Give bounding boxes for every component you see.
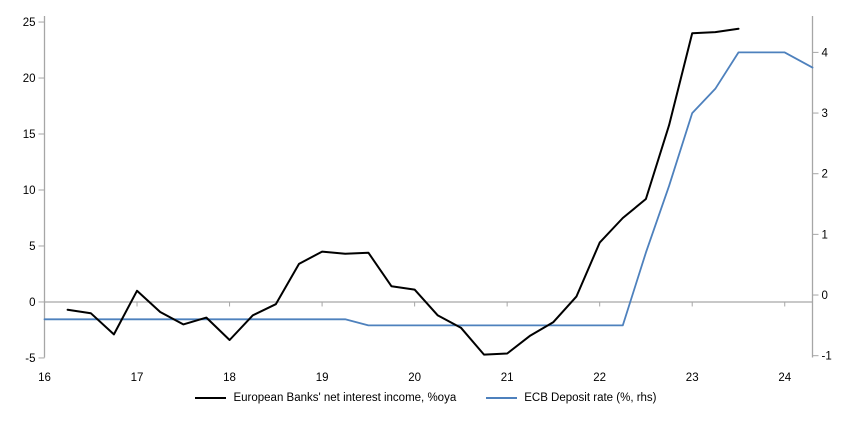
right-axis-tick-label: 0 bbox=[822, 290, 828, 302]
legend-item-ecb-deposit-rate: ECB Deposit rate (%, rhs) bbox=[486, 392, 657, 404]
right-axis-tick-label: 4 bbox=[822, 47, 829, 59]
x-tick-label: 16 bbox=[38, 372, 51, 384]
x-tick-label: 20 bbox=[408, 372, 421, 384]
right-axis-tick-label: 3 bbox=[822, 108, 828, 120]
right-axis-tick-label: 2 bbox=[822, 169, 828, 181]
right-axis-tick-label: -1 bbox=[822, 351, 832, 363]
left-axis-tick-label: 0 bbox=[29, 297, 35, 309]
legend-item-net-interest-income: European Banks' net interest income, %oy… bbox=[195, 392, 456, 404]
x-tick-label: 23 bbox=[686, 372, 699, 384]
legend-label-net-interest-income: European Banks' net interest income, %oy… bbox=[233, 392, 457, 404]
chart-legend: European Banks' net interest income, %oy… bbox=[0, 392, 852, 404]
legend-line-sample-black bbox=[195, 397, 227, 399]
left-axis-tick-label: 5 bbox=[29, 241, 35, 253]
left-axis-tick-label: -5 bbox=[25, 353, 35, 365]
left-axis-tick-label: 20 bbox=[23, 73, 36, 85]
x-tick-label: 18 bbox=[223, 372, 236, 384]
x-tick-label: 17 bbox=[131, 372, 144, 384]
x-tick-label: 21 bbox=[501, 372, 514, 384]
legend-label-ecb-deposit-rate: ECB Deposit rate (%, rhs) bbox=[524, 392, 657, 404]
left-axis-tick-label: 10 bbox=[23, 185, 36, 197]
right-axis-tick-label: 1 bbox=[822, 229, 828, 241]
left-axis-tick-label: 15 bbox=[23, 129, 36, 141]
legend-line-sample-blue bbox=[486, 397, 518, 399]
x-tick-label: 19 bbox=[316, 372, 329, 384]
left-axis-tick-label: 25 bbox=[23, 17, 36, 29]
series-line-ecb-deposit-rate bbox=[43, 51, 814, 327]
x-tick-label: 24 bbox=[778, 372, 791, 384]
series-line-net-interest-income bbox=[66, 27, 740, 356]
x-tick-label: 22 bbox=[593, 372, 606, 384]
